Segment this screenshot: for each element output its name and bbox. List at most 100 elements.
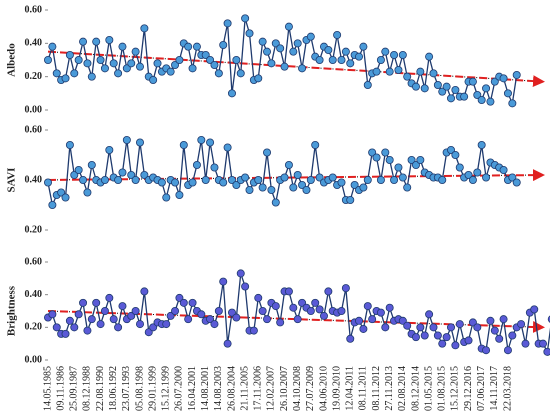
data-point (118, 42, 127, 51)
data-point (171, 61, 180, 70)
data-point (363, 81, 372, 90)
data-point (341, 47, 350, 56)
data-point (482, 346, 491, 355)
data-point (337, 178, 346, 187)
data-point (140, 170, 149, 179)
x-tick-label: 14.08.2001 (200, 366, 211, 411)
data-point (289, 303, 298, 312)
data-point (503, 346, 512, 355)
data-point (144, 328, 153, 337)
data-point (306, 306, 315, 315)
data-point (83, 59, 92, 68)
data-point (451, 341, 460, 350)
x-tick-label: 27.11.2013 (384, 366, 395, 411)
data-point (464, 170, 473, 179)
x-tick-label: 04.10.2008 (292, 366, 303, 411)
data-point (131, 306, 140, 315)
x-tick-label: 02.08.2014 (397, 366, 408, 411)
y-tick-label: 0.60 (25, 256, 43, 267)
data-point (341, 284, 350, 293)
data-point (179, 140, 188, 149)
data-point (131, 47, 140, 56)
data-point (223, 143, 232, 152)
data-point (109, 315, 118, 324)
data-point (429, 323, 438, 332)
data-point (298, 64, 307, 73)
data-point (324, 46, 333, 55)
data-point (530, 305, 539, 314)
x-tick-label: 21.11.2005 (239, 366, 250, 411)
data-point (44, 56, 53, 65)
data-point (403, 183, 412, 192)
data-point (495, 334, 504, 343)
y-tick-label: 0.00 (25, 354, 43, 365)
y-tick-label: 0.60 (25, 124, 43, 135)
data-point (280, 173, 289, 182)
data-point (328, 173, 337, 182)
data-point (52, 69, 61, 78)
data-point (451, 150, 460, 159)
data-point (315, 173, 324, 182)
data-point (188, 178, 197, 187)
data-point (381, 323, 390, 332)
data-point (100, 306, 109, 315)
data-point (263, 315, 272, 324)
data-point (503, 89, 512, 98)
data-point (267, 185, 276, 194)
data-point (109, 59, 118, 68)
data-point (403, 72, 412, 81)
x-tick-label: 05.08.1998 (134, 366, 145, 411)
data-point (241, 282, 250, 291)
x-tick-label: 01.08.2015 (437, 366, 448, 411)
data-point (201, 51, 210, 60)
data-point (403, 321, 412, 330)
data-point (398, 173, 407, 182)
data-point (87, 315, 96, 324)
data-point (184, 315, 193, 324)
data-point (411, 160, 420, 169)
data-point (249, 326, 258, 335)
data-point (210, 320, 219, 329)
data-point (385, 67, 394, 76)
data-point (499, 74, 508, 83)
x-tick-label: 22.03.2018 (502, 366, 513, 411)
x-tick-label: 14.05.1985 (42, 366, 53, 411)
data-point (298, 180, 307, 189)
x-tick-label: 22.08.1990 (95, 366, 106, 411)
data-point (416, 67, 425, 76)
data-point (328, 56, 337, 65)
data-point (539, 339, 548, 348)
data-point (214, 69, 223, 78)
data-point (376, 308, 385, 317)
data-point (442, 82, 451, 91)
data-point (162, 320, 171, 329)
data-point (210, 163, 219, 172)
data-point (468, 175, 477, 184)
data-point (468, 318, 477, 327)
data-point (486, 316, 495, 325)
data-point (372, 67, 381, 76)
data-point (390, 175, 399, 184)
data-point (346, 59, 355, 68)
data-point (289, 47, 298, 56)
data-point (227, 308, 236, 317)
data-point (486, 97, 495, 106)
data-point (420, 331, 429, 340)
data-point (223, 19, 232, 28)
x-tick-label: 04.06.2010 (318, 366, 329, 411)
x-tick-label: 01.05.2015 (423, 366, 434, 411)
data-point (223, 339, 232, 348)
data-point (201, 175, 210, 184)
data-point (381, 47, 390, 56)
data-point (258, 306, 267, 315)
data-point (254, 175, 263, 184)
data-point (79, 37, 88, 46)
data-point (87, 160, 96, 169)
data-point (83, 326, 92, 335)
data-point (447, 145, 456, 154)
data-point (241, 173, 250, 182)
data-point (92, 37, 101, 46)
data-point (512, 178, 521, 187)
x-tick-label: 14.11.2017 (489, 366, 500, 411)
data-point (245, 185, 254, 194)
